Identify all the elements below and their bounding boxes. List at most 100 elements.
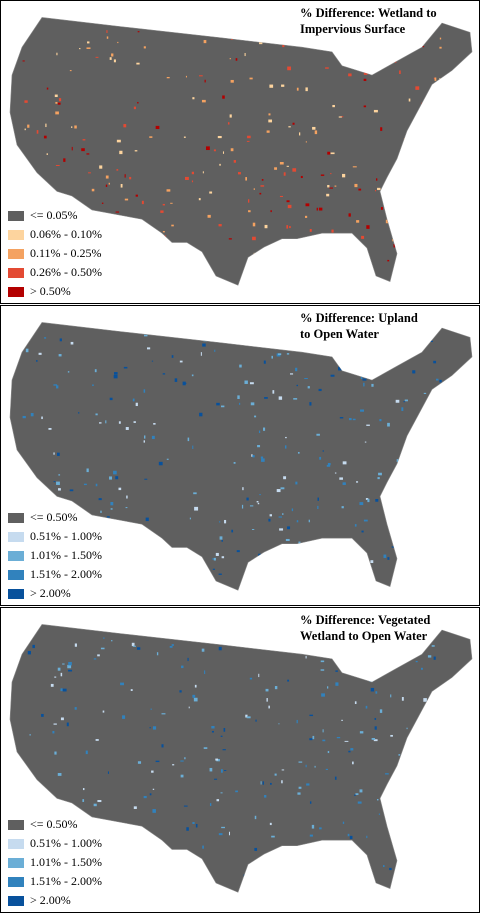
- change-pixel: [170, 202, 173, 204]
- change-pixel: [218, 833, 223, 836]
- change-pixel: [120, 183, 123, 188]
- change-pixel: [201, 99, 206, 103]
- change-pixel: [161, 713, 166, 715]
- change-pixel: [146, 347, 151, 350]
- change-pixel: [82, 139, 86, 141]
- change-pixel: [433, 360, 437, 364]
- change-pixel: [221, 556, 225, 559]
- change-pixel: [251, 529, 255, 530]
- change-pixel: [116, 169, 119, 171]
- change-pixel: [218, 224, 222, 227]
- change-pixel: [233, 160, 236, 163]
- change-pixel: [415, 660, 418, 663]
- change-pixel: [55, 165, 60, 167]
- change-pixel: [220, 769, 223, 773]
- change-pixel: [63, 158, 66, 162]
- change-pixel: [395, 399, 400, 403]
- change-pixel: [327, 184, 330, 188]
- change-pixel: [57, 667, 61, 671]
- change-pixel: [113, 59, 116, 63]
- change-pixel: [398, 754, 401, 756]
- change-pixel: [212, 558, 215, 560]
- change-pixel: [254, 415, 257, 418]
- change-pixel: [260, 781, 262, 785]
- change-pixel: [336, 736, 341, 739]
- change-pixel: [297, 792, 301, 795]
- change-pixel: [399, 70, 401, 74]
- change-pixel: [279, 161, 284, 165]
- change-pixel: [280, 487, 285, 490]
- change-pixel: [387, 259, 390, 262]
- change-pixel: [41, 713, 44, 717]
- change-pixel: [374, 726, 377, 730]
- legend-label: 0.06% - 0.10%: [30, 227, 102, 241]
- change-pixel: [106, 36, 109, 39]
- change-pixel: [204, 670, 206, 674]
- change-pixel: [209, 803, 212, 806]
- change-pixel: [149, 727, 151, 729]
- change-pixel: [261, 458, 265, 462]
- change-pixel: [299, 132, 301, 136]
- change-pixel: [166, 189, 171, 192]
- change-pixel: [164, 235, 166, 237]
- change-pixel: [41, 416, 43, 420]
- change-pixel: [217, 135, 222, 139]
- legend: <= 0.50% 0.51% - 1.00% 1.01% - 1.50% 1.51% …: [8, 510, 102, 600]
- change-pixel: [110, 508, 113, 510]
- change-pixel: [314, 130, 318, 135]
- change-pixel: [229, 114, 232, 118]
- change-pixel: [135, 194, 138, 197]
- change-pixel: [344, 740, 349, 742]
- change-pixel: [192, 822, 195, 825]
- change-pixel: [309, 738, 313, 741]
- change-pixel: [85, 750, 88, 755]
- change-pixel: [117, 41, 119, 44]
- change-pixel: [334, 185, 337, 187]
- change-pixel: [52, 730, 55, 734]
- change-pixel: [370, 687, 375, 692]
- change-pixel: [283, 476, 287, 480]
- change-pixel: [281, 84, 285, 87]
- change-pixel: [36, 130, 39, 134]
- change-pixel: [166, 76, 170, 79]
- change-pixel: [187, 657, 189, 662]
- change-pixel: [292, 122, 295, 125]
- legend-label: 0.11% - 0.25%: [30, 246, 102, 260]
- change-pixel: [91, 188, 95, 192]
- change-pixel: [46, 87, 49, 90]
- change-pixel: [105, 184, 108, 187]
- change-pixel: [362, 378, 367, 381]
- change-pixel: [185, 75, 187, 78]
- map-panel: % Difference: Upland to Open Water <= 0.50…: [0, 305, 480, 606]
- change-pixel: [194, 684, 197, 688]
- change-pixel: [258, 673, 260, 678]
- change-pixel: [53, 452, 55, 455]
- change-pixel: [439, 46, 442, 49]
- change-pixel: [62, 688, 67, 692]
- change-pixel: [248, 210, 251, 213]
- change-pixel: [360, 409, 365, 412]
- change-pixel: [133, 106, 136, 110]
- change-pixel: [322, 739, 326, 742]
- change-pixel: [56, 481, 60, 485]
- change-pixel: [263, 427, 266, 431]
- change-pixel: [264, 224, 268, 229]
- change-pixel: [180, 774, 184, 778]
- change-pixel: [219, 521, 221, 523]
- change-pixel: [286, 225, 289, 229]
- change-pixel: [220, 792, 223, 794]
- change-pixel: [252, 222, 256, 227]
- change-pixel: [342, 461, 347, 465]
- change-pixel: [235, 790, 238, 793]
- change-pixel: [88, 172, 91, 174]
- change-pixel: [99, 165, 103, 169]
- change-pixel: [216, 402, 220, 406]
- change-pixel: [192, 97, 195, 100]
- change-pixel: [322, 729, 324, 733]
- change-pixel: [106, 516, 110, 518]
- change-pixel: [412, 370, 416, 374]
- change-pixel: [284, 445, 287, 449]
- change-pixel: [309, 402, 312, 406]
- change-pixel: [371, 738, 376, 740]
- change-pixel: [312, 735, 315, 740]
